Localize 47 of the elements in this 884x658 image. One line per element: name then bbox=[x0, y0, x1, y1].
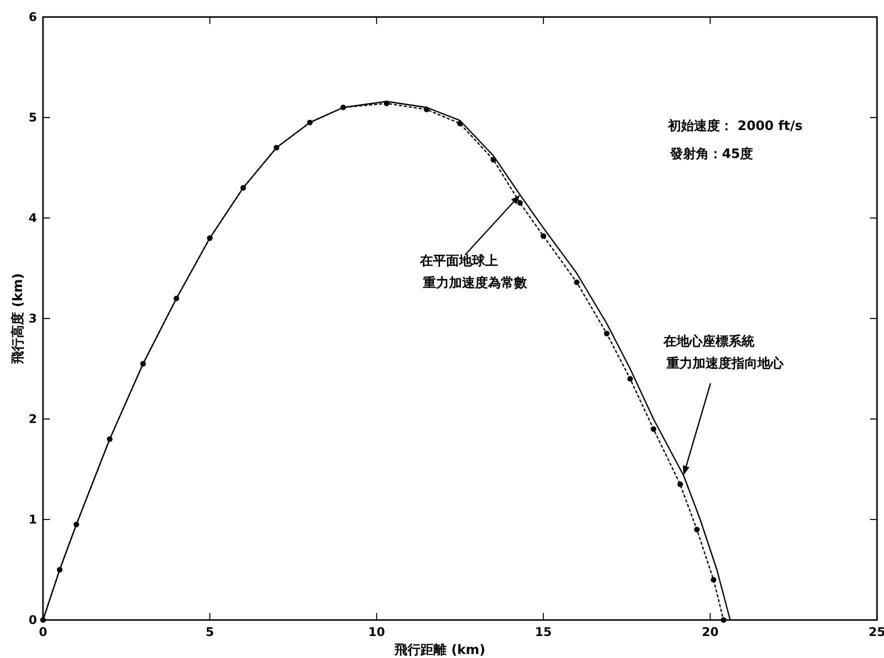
point bbox=[650, 426, 656, 432]
y-axis-title: 飛行高度 (km) bbox=[10, 273, 26, 365]
point bbox=[340, 104, 346, 110]
point bbox=[490, 156, 496, 163]
y-tick-label: 0 bbox=[28, 613, 37, 627]
y-tick-label: 5 bbox=[28, 110, 37, 124]
point bbox=[457, 120, 463, 126]
annotation: 重力加速度指向地心 bbox=[666, 356, 784, 476]
annotation: 重力加速度指向地心 bbox=[666, 355, 785, 372]
point bbox=[517, 200, 523, 206]
point bbox=[74, 522, 80, 528]
point bbox=[140, 360, 146, 367]
point bbox=[274, 144, 280, 150]
x-axis-title: 飛行距離 (km) bbox=[394, 643, 486, 658]
point bbox=[627, 376, 633, 382]
point bbox=[384, 100, 390, 106]
y-tick-label: 3 bbox=[28, 312, 37, 326]
point bbox=[574, 280, 580, 286]
annotation: 在地心座標系統 bbox=[664, 334, 754, 350]
point bbox=[106, 436, 113, 442]
x-tick-label: 5 bbox=[206, 625, 214, 639]
annotation: 在平面地球上 bbox=[419, 252, 498, 269]
y-tick-label: 1 bbox=[28, 512, 37, 526]
annotation: 發射角：45度 bbox=[670, 147, 754, 162]
point bbox=[424, 106, 430, 112]
y-tick-label: 2 bbox=[28, 412, 37, 426]
point bbox=[40, 617, 46, 623]
annotation: 重力加速度為常數 bbox=[423, 276, 528, 291]
annotation: 在平面地球上 bbox=[420, 194, 520, 269]
annotation: 初始速度： 2000 ft/s bbox=[668, 119, 803, 134]
y-tick-label: 4 bbox=[28, 211, 37, 225]
point bbox=[677, 482, 683, 488]
x-tick-label: 10 bbox=[368, 625, 385, 639]
point bbox=[540, 233, 546, 239]
point bbox=[694, 526, 700, 532]
point bbox=[604, 330, 610, 336]
point bbox=[56, 566, 62, 573]
point bbox=[174, 296, 180, 302]
point bbox=[710, 577, 716, 583]
x-tick-label: 20 bbox=[702, 625, 719, 639]
x-tick-label: 15 bbox=[535, 625, 552, 639]
point bbox=[307, 120, 313, 126]
x-tick-label: 0 bbox=[38, 625, 48, 639]
point bbox=[207, 235, 213, 241]
point bbox=[720, 617, 726, 623]
y-tick-label: 6 bbox=[28, 10, 37, 24]
point bbox=[240, 185, 246, 191]
